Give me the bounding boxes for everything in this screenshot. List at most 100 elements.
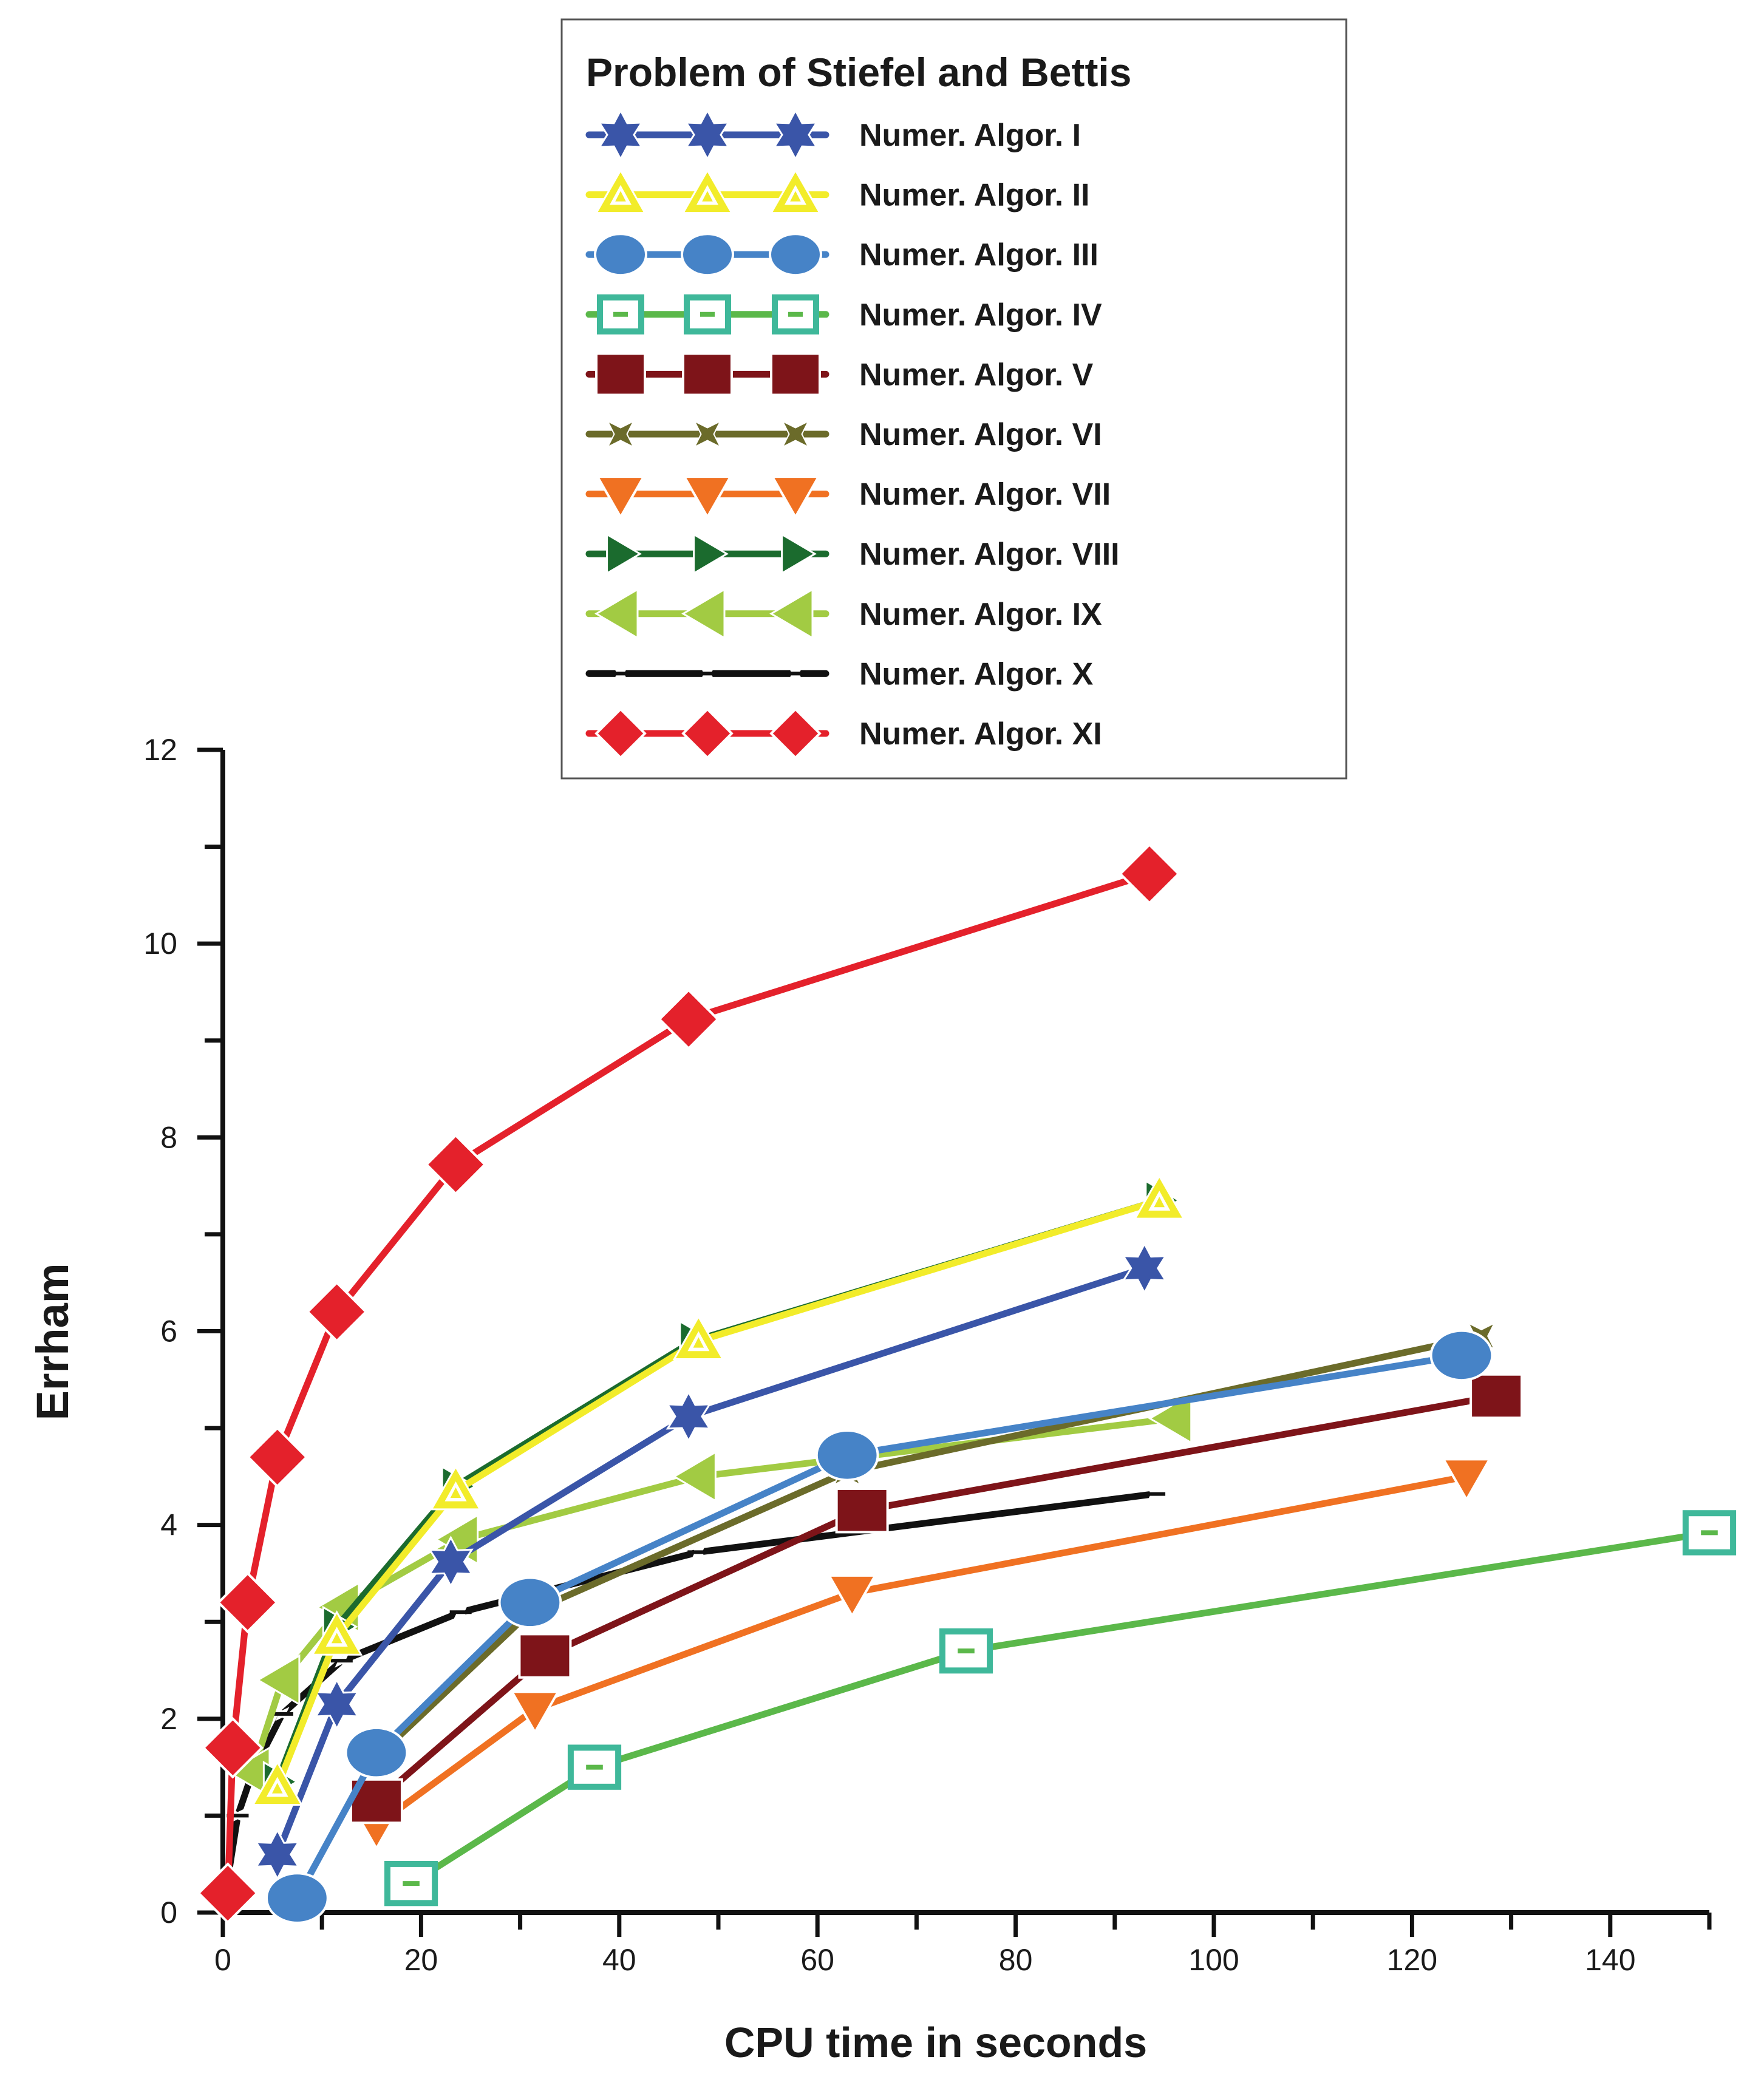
legend-item: Numer. Algor. V — [585, 352, 1094, 396]
data-point — [246, 1426, 308, 1488]
x-tick-label: 100 — [1188, 1943, 1239, 1977]
x-tick-label: 40 — [602, 1943, 636, 1977]
data-point — [251, 1760, 304, 1806]
data-point — [1148, 1392, 1193, 1444]
legend-item: Numer. Algor. IV — [585, 294, 1102, 335]
x-axis-title: CPU time in seconds — [724, 2019, 1147, 2066]
data-point — [384, 1860, 438, 1906]
data-point — [330, 1653, 353, 1668]
legend-marker — [597, 294, 644, 335]
data-point — [429, 1464, 482, 1511]
legend-item: Numer. Algor. XI — [585, 707, 1102, 760]
legend-item: Numer. Algor. III — [585, 233, 1098, 277]
data-point — [672, 1315, 724, 1360]
legend-marker — [770, 475, 821, 520]
legend-marker — [606, 420, 635, 449]
legend-marker — [769, 233, 822, 277]
data-point — [1469, 1373, 1524, 1420]
legend-label: Numer. Algor. VI — [859, 417, 1102, 452]
legend-marker — [772, 294, 819, 335]
data-point — [1143, 1486, 1166, 1502]
legend-marker — [594, 588, 639, 640]
series-3 — [265, 1329, 1494, 1924]
legend-marker — [781, 532, 817, 575]
data-point — [1133, 1174, 1185, 1220]
data-point — [509, 1690, 560, 1735]
legend-item: Numer. Algor. II — [585, 168, 1090, 214]
x-tick-label: 120 — [1387, 1943, 1437, 1977]
x-tick-label: 60 — [800, 1943, 834, 1977]
legend-label: Numer. Algor. IX — [859, 597, 1102, 632]
data-point — [424, 1134, 487, 1196]
legend-marker — [781, 420, 810, 449]
legend-item: Numer. Algor. IX — [585, 588, 1102, 640]
data-point — [815, 1429, 879, 1481]
data-point — [672, 1451, 717, 1503]
data-point — [518, 1633, 572, 1679]
data-point — [197, 1862, 259, 1924]
legend-marker — [594, 233, 647, 277]
data-point — [311, 1610, 363, 1656]
series-8 — [262, 1179, 1181, 1803]
series-line — [274, 1197, 1163, 1790]
legend-item: Numer. Algor. VIII — [585, 532, 1120, 575]
legend-marker — [595, 475, 646, 520]
legend-label: Numer. Algor. III — [859, 237, 1098, 273]
series-5 — [349, 1373, 1524, 1825]
data-point — [1119, 843, 1180, 905]
legend-marker — [610, 666, 632, 681]
series-line — [407, 1529, 1713, 1887]
data-point — [216, 1571, 279, 1634]
legend-marker — [769, 707, 822, 760]
data-point — [1429, 1329, 1494, 1382]
legend-label: Numer. Algor. IV — [859, 298, 1102, 333]
data-point — [202, 1716, 264, 1779]
legend-marker — [696, 666, 718, 681]
series-2 — [251, 1174, 1185, 1806]
y-tick-label: 6 — [160, 1315, 177, 1349]
data-point — [1122, 1242, 1168, 1295]
y-tick-label: 10 — [143, 927, 177, 961]
x-tick-label: 140 — [1585, 1943, 1635, 1977]
legend-marker — [681, 233, 734, 277]
series-line — [274, 1197, 1163, 1786]
data-point — [687, 1545, 710, 1559]
series-line — [373, 1392, 1500, 1804]
data-point — [658, 988, 720, 1050]
data-point — [567, 1744, 622, 1790]
data-point — [826, 1574, 877, 1619]
legend-label: Numer. Algor. X — [859, 656, 1094, 692]
series-7 — [351, 1458, 1492, 1851]
y-tick-label: 2 — [160, 1702, 177, 1736]
y-tick-label: 12 — [143, 733, 177, 767]
legend-marker — [693, 532, 729, 575]
data-point — [449, 1605, 472, 1619]
legend-marker — [595, 352, 646, 396]
legend-marker — [684, 294, 731, 335]
data-point — [271, 1707, 293, 1721]
data-point — [835, 1488, 889, 1534]
data-point — [256, 1654, 301, 1706]
legend-title: Problem of Stiefel and Bettis — [586, 50, 1131, 95]
data-point — [1441, 1458, 1492, 1502]
series-10 — [217, 1486, 1166, 1886]
legend-marker — [681, 588, 726, 640]
legend-marker — [594, 168, 647, 214]
series-1 — [254, 1242, 1168, 1881]
legend-marker — [682, 475, 733, 520]
data-point — [427, 1536, 474, 1588]
data-point — [1682, 1510, 1737, 1556]
legend-label: Numer. Algor. XI — [859, 716, 1102, 752]
legend-marker — [770, 352, 821, 396]
legend-marker — [594, 707, 647, 760]
legend-marker — [693, 420, 722, 449]
data-point — [265, 1872, 329, 1924]
x-tick-label: 80 — [999, 1943, 1033, 1977]
series-line — [249, 1415, 1178, 1776]
legend-marker — [681, 707, 734, 760]
y-tick-label: 8 — [160, 1120, 177, 1154]
y-tick-label: 0 — [160, 1896, 177, 1930]
y-tick-label: 4 — [160, 1508, 177, 1542]
legend-marker — [681, 168, 734, 214]
